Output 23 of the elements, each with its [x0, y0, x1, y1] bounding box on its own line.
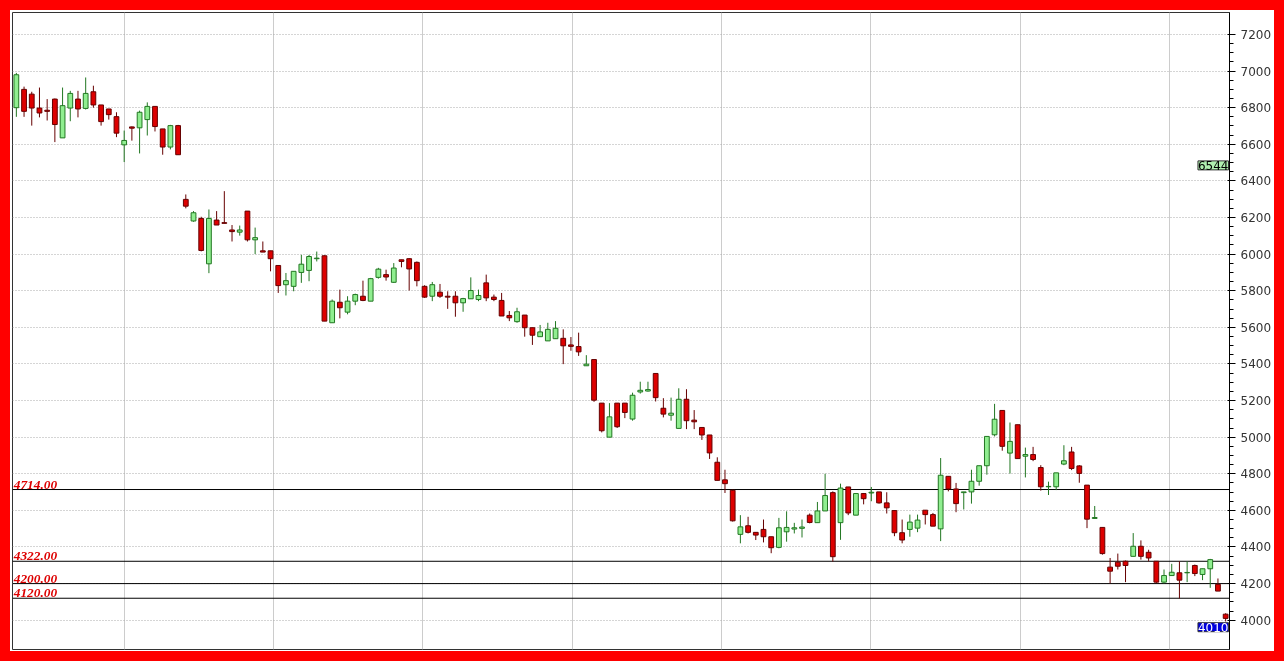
- y-tick-label: 6000: [1240, 247, 1272, 262]
- y-tick-label: 5200: [1240, 394, 1272, 409]
- y-tick-label: 5400: [1240, 357, 1272, 372]
- y-tick-label: 6400: [1240, 174, 1272, 189]
- y-tick-label: 4200: [1240, 577, 1272, 592]
- ref-line-label: 4322.00: [12, 548, 58, 564]
- y-tick-label: 4800: [1240, 467, 1272, 482]
- ref-line-label: 4714.00: [12, 476, 58, 492]
- annotation: 6544: [1197, 158, 1229, 173]
- annotation: 4010: [1197, 620, 1229, 635]
- y-tick-label: 4400: [1240, 540, 1272, 555]
- y-tick-label: 5600: [1240, 320, 1272, 335]
- y-tick-label: 5800: [1240, 284, 1272, 299]
- y-tick-label: 6800: [1240, 101, 1272, 116]
- ref-line-label: 4120.00: [12, 585, 58, 601]
- y-tick-label: 4600: [1240, 503, 1272, 518]
- y-tick-label: 7000: [1240, 64, 1272, 79]
- ref-line-label: 4200.00: [12, 570, 58, 586]
- y-tick-label: 4000: [1240, 613, 1272, 628]
- y-tick-label: 6600: [1240, 137, 1272, 152]
- y-tick-label: 6200: [1240, 211, 1272, 226]
- y-tick-label: 5000: [1240, 430, 1272, 445]
- y-tick-label: 7200: [1240, 27, 1272, 42]
